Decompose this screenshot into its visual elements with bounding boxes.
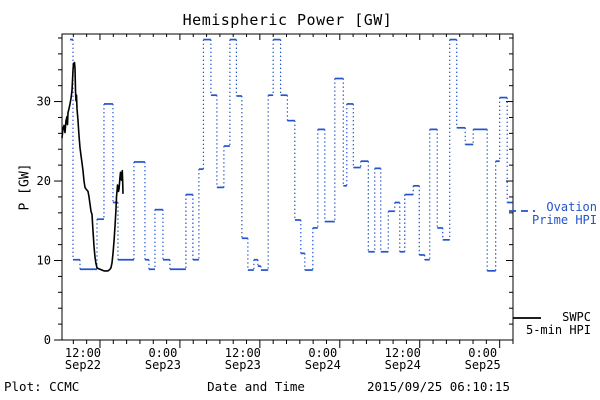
legend-swpc-line2: 5-min HPI <box>525 323 591 337</box>
plot-credit: Plot: CCMC <box>4 379 80 394</box>
y-tick-label: 10 <box>37 254 51 268</box>
x-tick-label: 0:00 Sep23 <box>145 346 181 372</box>
legend-ovation-prime-hpi: Ovation Prime HPI <box>507 201 597 227</box>
x-tick-label: 12:00 Sep23 <box>225 346 261 372</box>
y-tick-label: 0 <box>44 333 51 347</box>
legend-ovation-line2: Prime HPI <box>531 213 597 227</box>
y-axis-label: P [GW] <box>17 163 33 211</box>
legend-swpc-5min-hpi: SWPC 5-min HPI <box>481 311 591 337</box>
series-ovation-prime-hpi <box>69 38 513 272</box>
legend-samples <box>509 210 541 319</box>
chart-title: Hemispheric Power [GW] <box>182 11 393 29</box>
x-axis-label: Date and Time <box>207 379 305 394</box>
x-tick-label: 12:00 Sep24 <box>385 346 421 372</box>
x-tick-label: 0:00 Sep24 <box>305 346 341 372</box>
x-tick-label: 12:00 Sep22 <box>65 346 101 372</box>
legend-swpc-line1: SWPC <box>562 310 591 324</box>
plot-timestamp: 2015/09/25 06:10:15 <box>367 379 510 394</box>
y-tick-label: 20 <box>37 174 51 188</box>
y-tick-label: 30 <box>37 95 51 109</box>
x-tick-label: 0:00 Sep25 <box>465 346 501 372</box>
series-swpc-5min-hpi <box>61 61 124 272</box>
legend-ovation-line1: Ovation <box>546 200 597 214</box>
axes: 12:00 Sep22 0:00 Sep23 12:00 Sep23 0:00 Sep24 12… <box>37 33 514 372</box>
